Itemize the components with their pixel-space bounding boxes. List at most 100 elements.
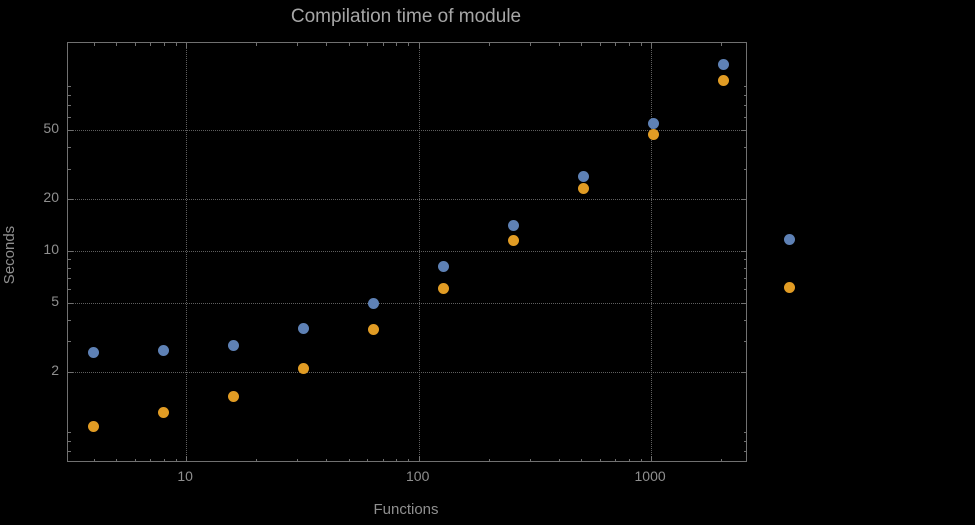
x-tick-label: 100 <box>406 468 430 484</box>
x-tick-mark <box>116 43 118 46</box>
x-tick-mark <box>558 458 560 461</box>
x-axis-label: Functions <box>373 501 439 518</box>
y-tick-mark <box>68 371 71 373</box>
y-tick-label: 10 <box>43 241 59 258</box>
data-point <box>88 346 100 358</box>
data-point <box>578 183 589 195</box>
data-point <box>578 171 589 182</box>
x-tick-mark <box>175 458 177 461</box>
y-tick-mark <box>743 86 746 88</box>
y-gridline <box>68 371 746 373</box>
x-tick-mark <box>640 43 642 46</box>
y-tick-mark <box>743 259 746 260</box>
y-tick-mark <box>68 116 71 118</box>
y-tick-mark <box>68 199 71 201</box>
x-tick-mark <box>297 43 299 46</box>
chart-title: Compilation time of module <box>290 6 522 27</box>
y-tick-mark <box>68 168 71 170</box>
y-tick-mark <box>68 86 71 88</box>
y-tick-mark <box>68 267 71 269</box>
x-tick-mark <box>581 43 583 46</box>
x-tick-mark <box>150 43 152 46</box>
data-point <box>508 220 520 232</box>
y-tick-mark <box>743 289 746 291</box>
y-tick-mark <box>68 303 73 305</box>
data-point <box>298 323 310 335</box>
x-tick-mark <box>256 43 258 46</box>
y-axis-label: Seconds <box>1 225 18 285</box>
y-tick-mark <box>743 95 746 96</box>
x-tick-mark <box>93 458 95 461</box>
y-tick-mark <box>743 450 746 452</box>
legend-marker <box>784 282 795 293</box>
y-tick-mark <box>743 168 746 170</box>
y-tick-mark <box>68 371 73 373</box>
y-tick-mark <box>68 130 71 132</box>
x-tick-mark <box>297 458 299 461</box>
data-point <box>718 75 729 87</box>
y-tick-mark <box>743 105 746 106</box>
x-tick-mark <box>651 456 653 461</box>
y-tick-mark <box>743 147 746 148</box>
data-point <box>648 129 659 141</box>
y-tick-mark <box>68 440 71 442</box>
x-tick-mark <box>186 456 188 461</box>
x-tick-mark <box>418 43 420 48</box>
y-tick-mark <box>743 371 746 373</box>
y-gridline <box>68 251 746 253</box>
y-tick-label: 20 <box>43 189 59 206</box>
y-tick-mark <box>743 130 746 132</box>
data-point <box>438 260 450 272</box>
data-point <box>438 282 450 294</box>
y-tick-mark <box>68 450 71 452</box>
y-tick-mark <box>743 319 746 321</box>
x-tick-mark <box>529 43 531 46</box>
x-tick-label: 10 <box>177 468 193 484</box>
data-point <box>228 339 240 351</box>
x-tick-mark <box>150 458 152 461</box>
y-tick-mark <box>68 259 71 260</box>
x-tick-mark <box>599 43 601 46</box>
y-tick-mark <box>68 319 71 321</box>
y-tick-mark <box>68 95 71 96</box>
x-tick-mark <box>628 43 630 46</box>
y-tick-mark <box>743 440 746 442</box>
x-tick-mark <box>256 458 258 461</box>
x-tick-mark <box>640 458 642 461</box>
x-tick-mark <box>628 458 630 461</box>
y-tick-mark <box>68 303 71 305</box>
data-point <box>368 324 380 336</box>
data-point <box>88 420 100 432</box>
x-tick-mark <box>134 458 136 461</box>
data-point <box>298 362 310 374</box>
x-tick-mark <box>488 43 490 46</box>
x-tick-mark <box>721 43 723 46</box>
x-tick-mark <box>651 43 653 48</box>
x-tick-mark <box>348 43 350 46</box>
x-tick-mark <box>348 458 350 461</box>
y-tick-mark <box>68 199 73 201</box>
y-tick-mark <box>743 116 746 118</box>
x-tick-mark <box>599 458 601 461</box>
x-tick-mark <box>175 43 177 46</box>
y-tick-mark <box>743 431 746 433</box>
x-tick-mark <box>367 458 369 461</box>
x-tick-mark <box>396 458 398 461</box>
y-tick-mark <box>68 130 73 132</box>
y-gridline <box>68 303 746 305</box>
x-tick-mark <box>382 43 384 46</box>
data-point <box>158 345 170 357</box>
y-gridline <box>68 199 746 201</box>
y-tick-label: 5 <box>51 293 59 310</box>
y-tick-mark <box>743 199 746 201</box>
data-point <box>718 59 729 71</box>
x-tick-mark <box>382 458 384 461</box>
y-tick-mark <box>68 105 71 106</box>
x-tick-label: 1000 <box>634 468 666 484</box>
x-tick-mark <box>396 43 398 46</box>
x-tick-mark <box>408 43 409 46</box>
data-point <box>228 390 240 402</box>
y-tick-mark <box>743 277 746 279</box>
x-tick-mark <box>615 43 617 46</box>
x-tick-mark <box>721 458 723 461</box>
